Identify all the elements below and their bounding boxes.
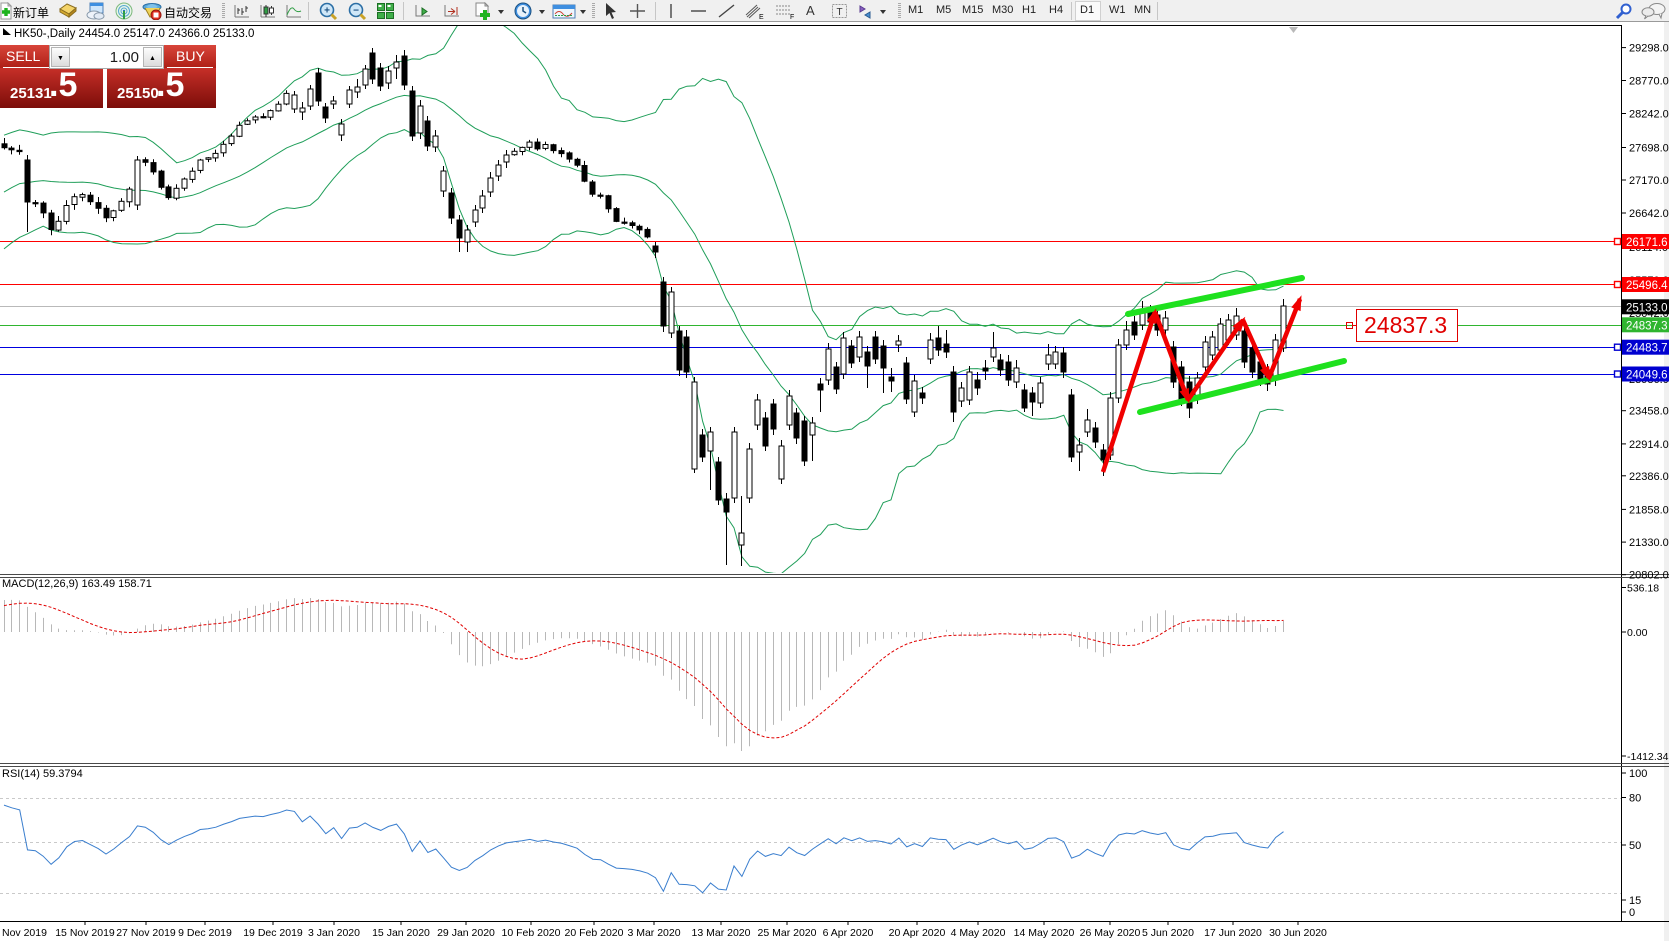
svg-text:25496.4: 25496.4 — [1626, 280, 1668, 292]
svg-text:21858.0: 21858.0 — [1629, 504, 1669, 516]
svg-text:−: − — [353, 6, 359, 17]
svg-text:27 Nov 2019: 27 Nov 2019 — [116, 927, 176, 939]
svg-text:MACD(12,26,9) 163.49 158.71: MACD(12,26,9) 163.49 158.71 — [2, 578, 152, 590]
svg-text:20 Feb 2020: 20 Feb 2020 — [565, 927, 624, 939]
svg-text:26 May 2020: 26 May 2020 — [1080, 927, 1141, 939]
svg-text:26642.0: 26642.0 — [1629, 208, 1669, 220]
svg-text:-1412.34: -1412.34 — [1627, 751, 1669, 763]
svg-text:50: 50 — [1629, 840, 1641, 852]
svg-text:536.18: 536.18 — [1627, 583, 1659, 595]
svg-text:24049.6: 24049.6 — [1626, 370, 1668, 382]
svg-text:9 Dec 2019: 9 Dec 2019 — [178, 927, 232, 939]
svg-text:E: E — [759, 14, 764, 20]
svg-text:29298.0: 29298.0 — [1629, 43, 1669, 55]
svg-text:24483.7: 24483.7 — [1626, 343, 1668, 355]
svg-text:14 May 2020: 14 May 2020 — [1014, 927, 1075, 939]
svg-text:21330.0: 21330.0 — [1629, 537, 1669, 549]
svg-text:19 Dec 2019: 19 Dec 2019 — [243, 927, 303, 939]
svg-text:3 Mar 2020: 3 Mar 2020 — [627, 927, 680, 939]
svg-text:22914.0: 22914.0 — [1629, 439, 1669, 451]
svg-text:29 Jan 2020: 29 Jan 2020 — [437, 927, 495, 939]
svg-text:26171.6: 26171.6 — [1626, 237, 1668, 249]
svg-text:24837.3: 24837.3 — [1364, 312, 1447, 338]
svg-text:25133.0: 25133.0 — [1626, 302, 1668, 314]
svg-text:28770.0: 28770.0 — [1629, 76, 1669, 88]
svg-text:80: 80 — [1629, 793, 1641, 805]
svg-text:27170.0: 27170.0 — [1629, 175, 1669, 187]
svg-text:15: 15 — [1629, 895, 1641, 907]
svg-text:15 Nov 2019: 15 Nov 2019 — [55, 927, 115, 939]
svg-text:6 Apr 2020: 6 Apr 2020 — [823, 927, 874, 939]
svg-text:F: F — [790, 14, 794, 20]
svg-text:Nov 2019: Nov 2019 — [2, 927, 47, 939]
svg-text:T: T — [836, 7, 842, 18]
svg-text:22386.0: 22386.0 — [1629, 471, 1669, 483]
svg-text:20802.0: 20802.0 — [1629, 570, 1669, 582]
svg-text:30 Jun 2020: 30 Jun 2020 — [1269, 927, 1327, 939]
svg-text:RSI(14) 59.3794: RSI(14) 59.3794 — [2, 768, 83, 780]
svg-text:HK50-,Daily 24454.0 25147.0 2: HK50-,Daily 24454.0 25147.0 24366.0 2513… — [14, 28, 254, 40]
svg-text:3 Jan 2020: 3 Jan 2020 — [308, 927, 360, 939]
svg-text:4 May 2020: 4 May 2020 — [951, 927, 1006, 939]
svg-text:13 Mar 2020: 13 Mar 2020 — [692, 927, 751, 939]
svg-text:5 Jun 2020: 5 Jun 2020 — [1142, 927, 1194, 939]
svg-text:24837.3: 24837.3 — [1626, 320, 1668, 332]
svg-text:27698.0: 27698.0 — [1629, 143, 1669, 155]
svg-text:0: 0 — [1629, 907, 1635, 919]
svg-text:20 Apr 2020: 20 Apr 2020 — [889, 927, 946, 939]
svg-text:28242.0: 28242.0 — [1629, 109, 1669, 121]
svg-text:0.00: 0.00 — [1627, 627, 1648, 639]
svg-text:15 Jan 2020: 15 Jan 2020 — [372, 927, 430, 939]
svg-text:100: 100 — [1629, 768, 1647, 780]
svg-text:25 Mar 2020: 25 Mar 2020 — [758, 927, 817, 939]
svg-text:10 Feb 2020: 10 Feb 2020 — [502, 927, 561, 939]
svg-text:+: + — [324, 6, 330, 17]
svg-text:17 Jun 2020: 17 Jun 2020 — [1204, 927, 1262, 939]
svg-text:23458.0: 23458.0 — [1629, 406, 1669, 418]
